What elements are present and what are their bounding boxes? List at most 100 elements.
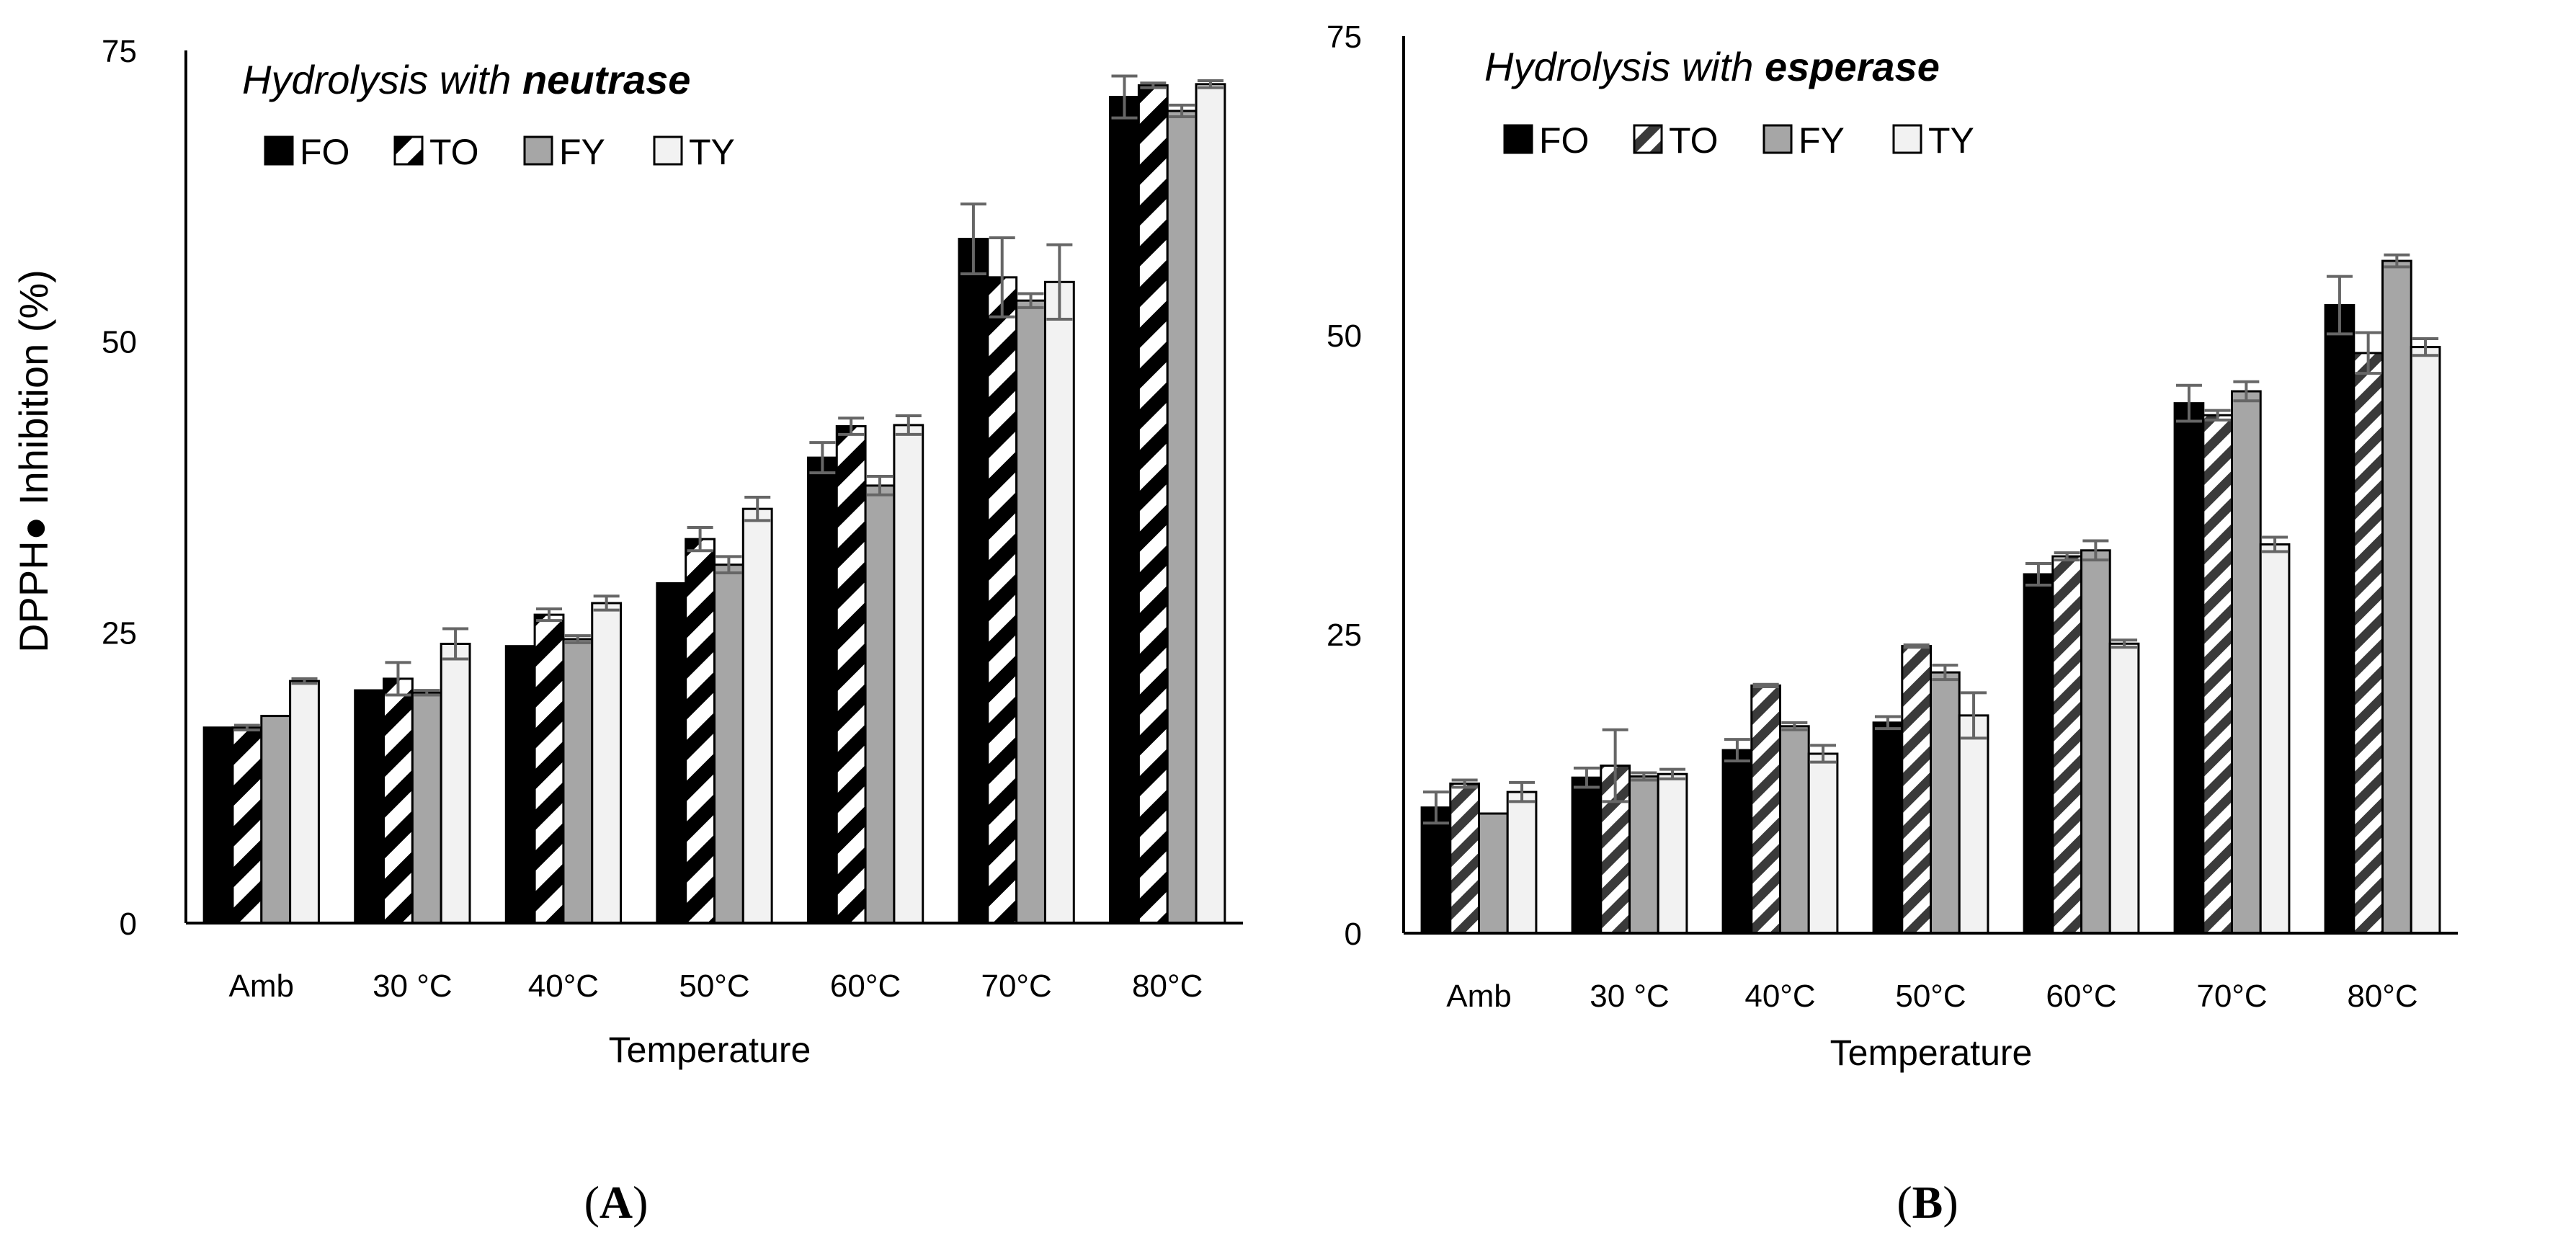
error-bar (2412, 337, 2439, 357)
error-bar (838, 416, 865, 436)
error-bar (2384, 253, 2410, 269)
bar-ty (893, 424, 924, 925)
x-tick-label: 40°C (528, 968, 599, 1004)
chart-title: Hydrolysis with esperase (1484, 44, 1940, 89)
legend-label: TY (689, 132, 735, 172)
bar-fo (656, 582, 687, 925)
legend: FO TO FY TY (1503, 120, 1974, 161)
error-bar (2111, 638, 2138, 649)
x-tick-label: 50°C (679, 968, 749, 1004)
error-bar (2082, 539, 2109, 562)
bar-ty (1657, 772, 1688, 935)
diagonal-stripe-square-icon (393, 135, 424, 166)
error-bar (744, 496, 771, 522)
error-bar (1631, 771, 1657, 782)
bar-ty (1195, 83, 1226, 925)
x-tick-label: 30 °C (1590, 979, 1670, 1014)
legend-item-fy: FY (523, 132, 605, 172)
error-bar (1752, 682, 1779, 689)
error-bar (2025, 562, 2051, 587)
error-bar (2355, 331, 2381, 375)
error-bar (2054, 551, 2080, 562)
bar-to (685, 538, 716, 925)
x-tick-label: 30 °C (373, 968, 453, 1004)
y-tick-label: 50 (1327, 318, 1362, 354)
error-bar (385, 661, 411, 697)
error-bar (1509, 780, 1536, 803)
bar-ty (1043, 280, 1075, 925)
legend-label: TO (429, 132, 479, 172)
bar-to (986, 276, 1018, 925)
axes (1402, 36, 2458, 935)
bar-fy (1166, 110, 1198, 925)
y-tick-label: 75 (1327, 19, 1362, 55)
error-bar (1111, 74, 1138, 120)
legend-item-fo: FO (264, 132, 349, 172)
bar-to (835, 425, 867, 925)
bar-ty (1807, 752, 1839, 935)
legend-item-to: TO (1633, 120, 1719, 161)
error-bar (414, 689, 440, 697)
error-bar (2204, 409, 2231, 422)
y-tick-label: 25 (102, 615, 137, 651)
panel-label-b: (B) (1897, 1177, 1958, 1228)
error-bar (1169, 103, 1195, 119)
error-bar (1874, 715, 1901, 731)
x-tick-label: 70°C (2196, 979, 2267, 1014)
error-bar (593, 594, 620, 612)
solid-black-square-icon (264, 135, 294, 166)
x-axis-tick-labels: Amb 30 °C 40°C 50°C 60°C 70°C 80°C (1446, 979, 2417, 1014)
bar-fo (1109, 96, 1140, 925)
legend-item-ty: TY (1892, 120, 1974, 161)
bar-fo (1420, 806, 1452, 935)
y-axis-ticks: 0 25 50 75 (1327, 19, 1362, 952)
bar-fo (806, 456, 838, 925)
error-bar (1046, 243, 1073, 321)
gray-square-icon (523, 135, 553, 166)
bar-fy (1478, 812, 1509, 935)
error-bar (291, 677, 318, 685)
error-bar (233, 723, 260, 731)
chart-panel-esperase: Hydrolysis with esperase FO TO FY TY 0 25 50 7… (1327, 19, 2458, 1228)
error-bar (1961, 691, 1987, 740)
bar-fo (1721, 749, 1753, 935)
error-bar (1602, 728, 1628, 803)
bar-fy (1628, 775, 1659, 935)
error-bar (442, 627, 469, 661)
bar-to (383, 677, 414, 925)
error-bar (1810, 744, 1837, 764)
bar-ty (1506, 790, 1538, 935)
error-bar (1932, 664, 1958, 682)
bar-to (1137, 84, 1169, 925)
bar-ty (1958, 714, 1989, 935)
error-bar (2262, 535, 2288, 553)
panel-label-a: (A) (584, 1177, 649, 1228)
error-bar (1140, 81, 1167, 89)
bar-to (2202, 414, 2234, 935)
legend-item-ty: TY (653, 132, 735, 172)
x-tick-label: Amb (229, 968, 294, 1004)
legend-item-to: TO (393, 132, 479, 172)
y-axis-title: DPPH● Inhibition (%) (11, 269, 56, 653)
bar-to (533, 613, 565, 925)
bar-fo (958, 238, 989, 925)
bar-fy (260, 715, 292, 925)
bar-ty (2410, 346, 2441, 935)
y-tick-label: 0 (120, 906, 137, 942)
bar-fo (2173, 402, 2205, 935)
error-bar (687, 526, 713, 553)
error-bar (1903, 643, 1930, 649)
x-tick-label: 80°C (1132, 968, 1203, 1004)
x-tick-label: 80°C (2347, 979, 2417, 1014)
bar-fo (2023, 573, 2054, 935)
legend-label: FO (300, 132, 349, 172)
legend-label: TY (1928, 120, 1974, 161)
x-axis-tick-labels: Amb 30 °C 40°C 50°C 60°C 70°C 80°C (229, 968, 1203, 1004)
error-bar (960, 202, 986, 276)
bar-to (1901, 645, 1933, 935)
error-bar (989, 236, 1015, 318)
x-tick-label: Amb (1446, 979, 1511, 1014)
bar-ty (2108, 642, 2140, 935)
legend-label: FY (559, 132, 605, 172)
bar-to (2353, 352, 2384, 935)
